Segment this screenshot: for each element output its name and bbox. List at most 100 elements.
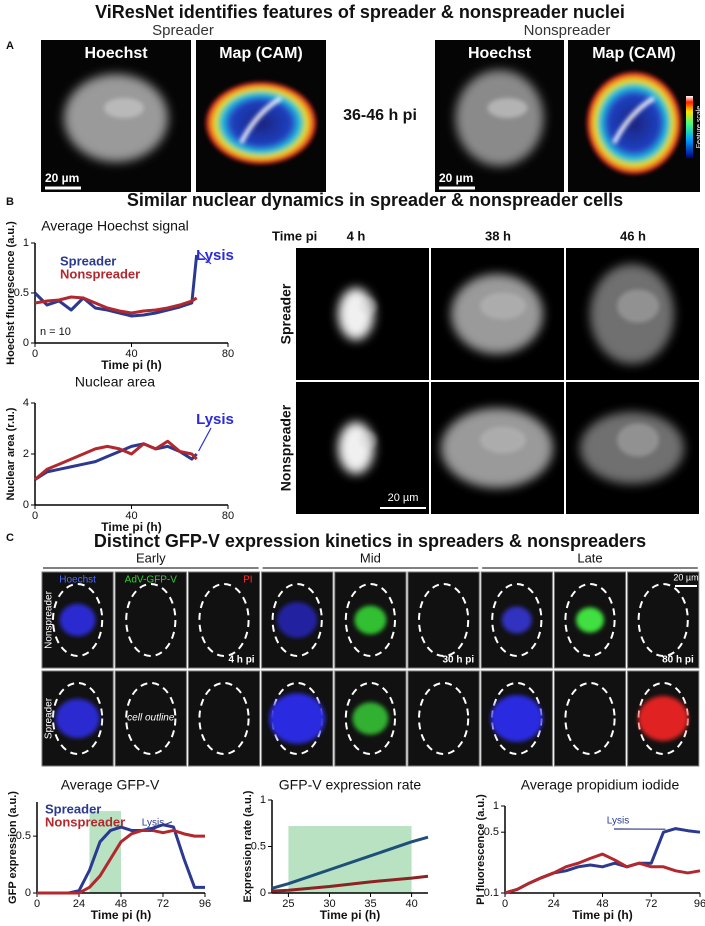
cell-outline <box>564 583 616 657</box>
x-tick-label: 48 <box>596 898 608 910</box>
x-tick-label: 35 <box>364 898 376 910</box>
y-tick-label: 0.1 <box>484 887 499 899</box>
series-line <box>34 295 198 315</box>
x-tick-label: 72 <box>157 898 169 910</box>
annotation: Lysis <box>196 247 234 264</box>
series-line <box>504 827 701 895</box>
x-axis-label: Time pi (h) <box>101 358 161 372</box>
y-axis-label: GFP expression (a.u.) <box>7 791 19 904</box>
nucleus <box>576 607 604 633</box>
nucleus-texture <box>359 431 377 449</box>
nucleus <box>490 695 543 742</box>
y-axis-label: Expression rate (a.u.) <box>242 790 254 902</box>
time-label: 4 h pi <box>228 655 254 666</box>
panel-title: ViResNet identifies features of spreader… <box>95 2 625 22</box>
colorbar <box>686 96 693 158</box>
series-line <box>271 835 429 890</box>
x-axis-label: Time pi (h) <box>91 908 151 922</box>
series-line <box>34 439 198 481</box>
time-label: 36-46 h pi <box>343 107 417 124</box>
x-axis-label: Time pi (h) <box>572 908 632 922</box>
scale-bar-label: 20 µm <box>388 492 419 504</box>
y-axis-label: Nuclear area (r.u.) <box>5 407 17 500</box>
y-tick-label: 1 <box>23 237 29 249</box>
nucleus <box>638 696 689 741</box>
cam-feature <box>239 96 283 144</box>
time-label: 30 h pi <box>443 655 475 666</box>
outline-label: cell outline <box>127 713 175 724</box>
channel-label: PI <box>243 575 252 586</box>
panel-label: A <box>6 40 14 52</box>
cell-outline <box>125 682 177 755</box>
x-tick-label: 0 <box>32 348 38 360</box>
cell-outline <box>52 583 104 657</box>
scale-bar-label: 20 µm <box>45 171 79 185</box>
x-tick-label: 96 <box>694 898 705 910</box>
row-label: Spreader <box>44 697 55 739</box>
chart-title: Average propidium iodide <box>521 777 680 793</box>
cell-outline <box>418 583 470 657</box>
cell-outline <box>125 583 177 657</box>
note: n = 10 <box>40 326 71 338</box>
panel-title: Similar nuclear dynamics in spreader & n… <box>127 190 623 210</box>
chart-title: Average Hoechst signal <box>41 218 189 234</box>
channel-label: AdV-GFP-V <box>125 575 178 586</box>
micrograph <box>114 571 187 669</box>
cell-outline <box>637 583 689 657</box>
x-axis-label: Time pi (h) <box>101 520 161 534</box>
x-axis-label: Time pi (h) <box>320 908 380 922</box>
x-tick-label: 24 <box>73 898 85 910</box>
x-tick-label: 48 <box>115 898 127 910</box>
y-axis-label: Hoechst fluorescence (a.u.) <box>5 221 17 365</box>
image-label: Hoechst <box>468 45 532 62</box>
nucleus <box>269 693 326 744</box>
annotation: Lysis <box>607 816 629 827</box>
cell-outline <box>198 682 250 755</box>
nucleus-texture <box>359 297 377 315</box>
nucleus <box>352 702 389 735</box>
y-tick-label: 0.5 <box>16 830 31 842</box>
nucleus <box>455 70 544 166</box>
time-label: 46 h <box>620 228 646 243</box>
nucleus <box>64 74 168 162</box>
group-label: Nonspreader <box>524 22 611 39</box>
legend-entry: Spreader <box>60 253 116 268</box>
phase-label: Late <box>577 550 602 565</box>
nucleus <box>354 605 387 635</box>
y-tick-label: 0.5 <box>251 840 266 852</box>
group-label: Spreader <box>152 22 214 39</box>
y-tick-label: 1 <box>493 800 499 812</box>
time-label: 4 h <box>347 228 366 243</box>
x-tick-label: 0 <box>32 510 38 522</box>
nucleus <box>501 606 532 634</box>
annotation-arrow <box>198 251 212 265</box>
x-tick-label: 0 <box>502 898 508 910</box>
cell-outline <box>344 682 396 755</box>
cell-outline <box>271 583 323 657</box>
chart-title: Average GFP-V <box>61 777 160 793</box>
series-line <box>37 828 205 895</box>
x-tick-label: 24 <box>548 898 560 910</box>
x-tick-label: 72 <box>645 898 657 910</box>
nucleus <box>55 698 100 739</box>
x-tick-label: 96 <box>199 898 211 910</box>
x-tick-label: 0 <box>34 898 40 910</box>
x-tick-label: 30 <box>323 898 335 910</box>
colorbar-label: Feature scale <box>696 106 703 149</box>
nucleus-texture <box>617 289 659 323</box>
y-tick-label: 0 <box>23 337 29 349</box>
legend-entry: Spreader <box>45 801 101 816</box>
scale-bar-label: 20 µm <box>673 572 698 582</box>
y-tick-label: 2 <box>23 448 29 460</box>
panel-label: C <box>6 532 14 544</box>
y-tick-label: 0 <box>25 887 31 899</box>
y-tick-label: 0 <box>23 499 29 511</box>
nucleus <box>59 603 96 637</box>
panel-label: B <box>6 196 14 208</box>
cell-outline <box>344 583 396 657</box>
annotation: Lysis <box>196 411 234 428</box>
nucleus-texture <box>480 292 526 320</box>
x-tick-label: 40 <box>125 348 137 360</box>
series-line <box>33 254 199 318</box>
